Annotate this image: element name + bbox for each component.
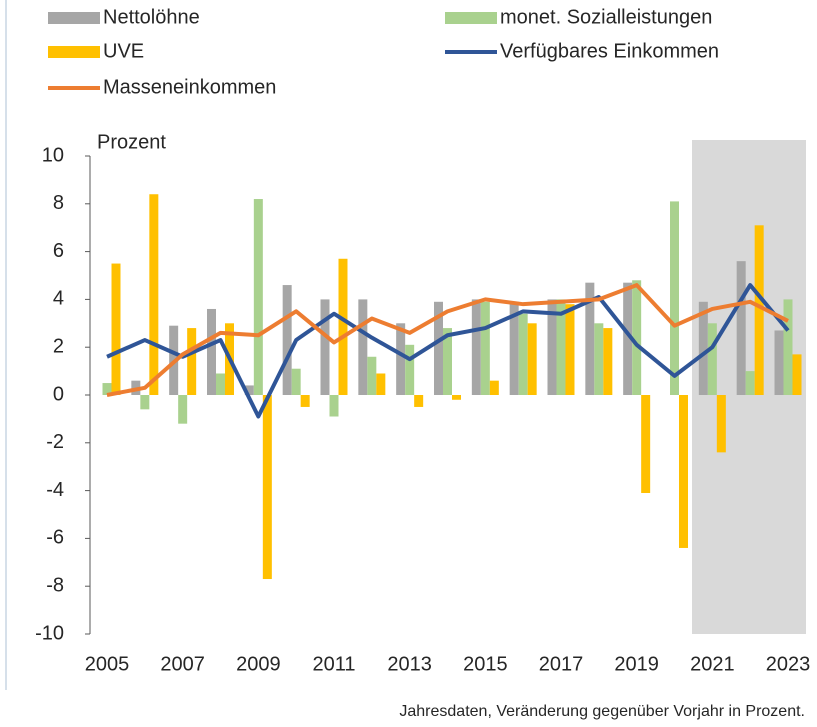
bar xyxy=(509,301,519,395)
bar xyxy=(480,301,490,395)
bar xyxy=(754,225,764,395)
bar xyxy=(140,395,150,410)
bar xyxy=(641,395,651,493)
legend-label: Nettolöhne xyxy=(103,6,200,28)
x-tick-label: 2019 xyxy=(614,653,659,675)
y-tick-label: -8 xyxy=(46,574,64,596)
x-tick-label: 2009 xyxy=(236,653,281,675)
bar xyxy=(518,313,528,395)
bar xyxy=(216,373,225,395)
x-tick-label: 2015 xyxy=(463,653,508,675)
bar xyxy=(774,330,784,395)
bar xyxy=(679,395,688,548)
bar xyxy=(443,328,452,395)
y-tick-label: -4 xyxy=(46,479,64,501)
legend-label: UVE xyxy=(103,40,144,62)
bar xyxy=(111,263,121,395)
bar xyxy=(149,194,159,395)
bar xyxy=(632,280,642,395)
bar xyxy=(405,344,415,395)
bar xyxy=(547,299,557,395)
bar xyxy=(565,304,575,395)
bar xyxy=(338,258,348,395)
y-tick-label: -10 xyxy=(35,622,64,644)
bar xyxy=(670,201,679,395)
y-tick-label: 0 xyxy=(53,383,64,405)
bar xyxy=(282,285,292,395)
bar xyxy=(623,282,633,395)
y-tick-label: -2 xyxy=(46,431,64,453)
bar xyxy=(300,395,310,407)
bar xyxy=(698,301,708,395)
legend-label: monet. Sozialleistungen xyxy=(500,6,712,28)
bar xyxy=(471,299,481,395)
bar xyxy=(716,395,726,453)
y-axis-label: Prozent xyxy=(97,131,166,153)
line xyxy=(106,283,790,419)
bar xyxy=(736,261,746,395)
bar xyxy=(102,383,112,395)
bar xyxy=(291,368,301,395)
y-tick-label: 10 xyxy=(42,144,64,166)
legend-swatch xyxy=(48,12,100,24)
y-tick-label: 2 xyxy=(53,335,64,357)
bar xyxy=(329,395,339,417)
bar xyxy=(783,299,793,395)
y-tick-label: 4 xyxy=(53,288,64,310)
bar xyxy=(792,354,802,395)
bar xyxy=(452,395,461,400)
x-tick-label: 2011 xyxy=(312,653,355,675)
x-tick-label: 2013 xyxy=(387,653,432,675)
bar xyxy=(434,301,443,395)
bar xyxy=(603,328,613,395)
x-tick-label: 2021 xyxy=(690,653,735,675)
legend-label: Verfügbares Einkommen xyxy=(500,40,719,62)
bar xyxy=(489,380,499,395)
bar xyxy=(376,373,386,395)
line xyxy=(106,283,789,397)
legend-swatch xyxy=(48,46,100,58)
legend-label: Masseneinkommen xyxy=(103,76,276,98)
bar xyxy=(262,395,272,580)
bar xyxy=(556,299,566,395)
x-tick-label: 2023 xyxy=(766,653,811,675)
bar xyxy=(244,385,254,395)
legend-swatch xyxy=(445,12,497,24)
bar xyxy=(187,328,197,395)
y-tick-label: 8 xyxy=(53,192,64,214)
bar xyxy=(527,323,537,395)
x-tick-label: 2007 xyxy=(160,653,205,675)
bar xyxy=(585,282,595,395)
x-tick-label: 2005 xyxy=(85,653,130,675)
bar xyxy=(396,323,406,395)
bar xyxy=(178,395,188,424)
bar xyxy=(367,356,377,395)
bar xyxy=(594,323,604,395)
footnote: Jahresdaten, Veränderung gegenüber Vorja… xyxy=(399,703,805,720)
bar xyxy=(320,299,330,395)
bar xyxy=(707,323,717,395)
x-tick-label: 2017 xyxy=(539,653,584,675)
y-tick-label: 6 xyxy=(53,240,64,262)
bar xyxy=(253,199,263,395)
bar xyxy=(207,308,216,395)
bar xyxy=(414,395,424,407)
bar xyxy=(358,299,368,395)
bar xyxy=(745,371,755,395)
y-tick-label: -6 xyxy=(46,527,64,549)
